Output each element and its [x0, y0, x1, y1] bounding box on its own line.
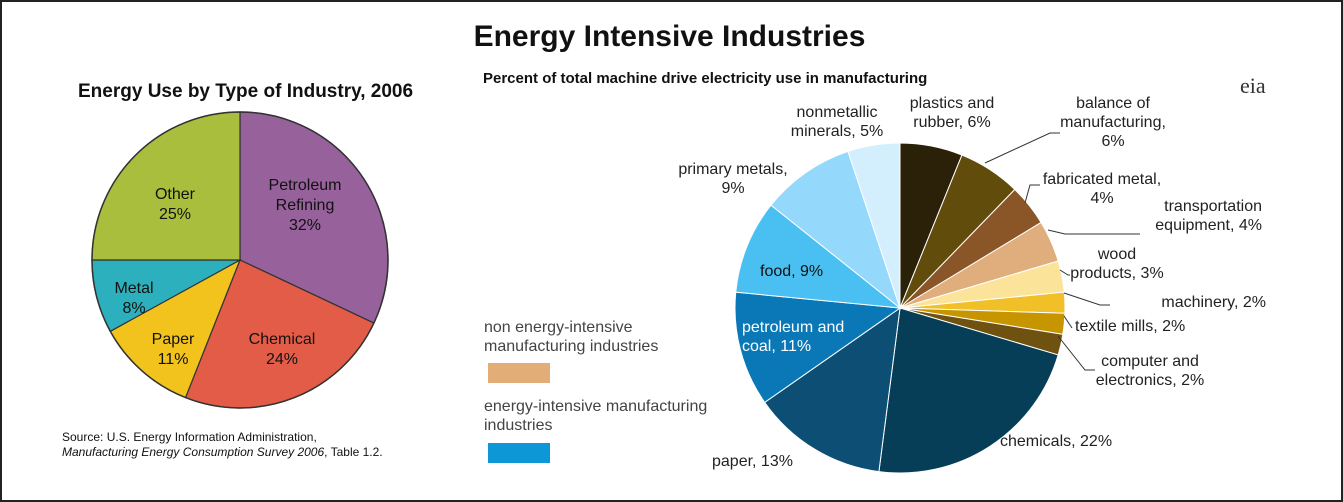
right-pie-label-food-9-0: food, 9%	[760, 263, 823, 280]
right-pie-label-fabricated-metal-4-0: fabricated metal,	[1043, 171, 1161, 188]
right-pie-label-balance-of-manufacturing-6-1: manufacturing,	[1060, 114, 1166, 131]
legend-swatch-non-energy-intensive	[488, 363, 550, 383]
right-pie-label-wood-products-3-0: wood	[1097, 246, 1136, 263]
right-pie-leader-fabricated-metal-4	[1024, 184, 1040, 204]
right-pie-leader-computer-and-electronics-2	[1057, 335, 1095, 371]
right-pie-slice-food-9	[735, 204, 902, 309]
right-pie-label-nonmetallic-minerals-5-1: minerals, 5%	[791, 123, 883, 140]
left-pie-value-metal: 8%	[122, 300, 145, 317]
right-pie-label-computer-and-electronics-2-1: electronics, 2%	[1096, 372, 1205, 389]
left-pie-outline	[91, 111, 389, 409]
source-note: Source: U.S. Energy Information Administ…	[62, 430, 442, 460]
right-pie-slice-chemicals-22	[878, 307, 1059, 474]
right-pie-label-fabricated-metal-4-1: 4%	[1090, 190, 1113, 207]
right-pie-label-machinery-2-0: machinery, 2%	[1161, 294, 1266, 311]
right-pie-label-computer-and-electronics-2-0: computer and	[1101, 353, 1199, 370]
right-pie-label-wood-products-3-1: products, 3%	[1070, 265, 1163, 282]
right-pie-label-transportation-equipment-4-0: transportation	[1164, 198, 1262, 215]
right-pie-label-primary-metals-9-0: primary metals,	[678, 161, 787, 178]
right-pie-label-petroleum-and-coal-11-1: coal, 11%	[742, 338, 811, 355]
source-prefix: Source: U.S. Energy Information Administ…	[62, 430, 317, 444]
eia-logo: eia	[1240, 73, 1266, 98]
right-pie-label-chemicals-22-0: chemicals, 22%	[1000, 433, 1112, 450]
main-title: Energy Intensive Industries	[473, 20, 866, 53]
right-pie-leader-wood-products-3	[1059, 269, 1070, 276]
source-suffix: , Table 1.2.	[324, 445, 383, 459]
right-chart-title: Percent of total machine drive electrici…	[483, 70, 928, 87]
left-pie-label-paper-0: Paper	[152, 331, 195, 348]
left-pie-label-petroleum-refining-0: Petroleum	[269, 177, 342, 194]
right-pie-label-paper-13-0: paper, 13%	[712, 453, 793, 470]
legend-swatch-energy-intensive	[488, 443, 550, 463]
right-pie-label-textile-mills-2-0: textile mills, 2%	[1075, 318, 1185, 335]
right-pie-label-transportation-equipment-4-1: equipment, 4%	[1155, 217, 1262, 234]
right-pie-leader-machinery-2	[1063, 292, 1110, 306]
left-chart-title: Energy Use by Type of Industry, 2006	[78, 81, 414, 102]
left-pie-label-chemical-0: Chemical	[249, 331, 316, 348]
left-pie-label-petroleum-refining-1: Refining	[276, 197, 335, 214]
right-pie-label-nonmetallic-minerals-5-0: nonmetallic	[797, 104, 878, 121]
right-pie-label-plastics-and-rubber-6-0: plastics and	[910, 95, 995, 112]
right-pie-label-plastics-and-rubber-6-1: rubber, 6%	[913, 114, 990, 131]
right-pie-leader-balance-of-manufacturing-6	[984, 132, 1060, 164]
left-pie-label-other-0: Other	[155, 186, 196, 203]
source-survey: Manufacturing Energy Consumption Survey …	[62, 445, 325, 459]
right-pie-slice-paper-13	[763, 306, 901, 473]
left-pie-value-petroleum-refining: 32%	[289, 217, 321, 234]
right-pie-leader-textile-mills-2	[1063, 315, 1073, 329]
legend-label-energy-intensive: energy-intensive manufacturing industrie…	[484, 398, 708, 434]
right-pie-label-primary-metals-9-1: 9%	[721, 180, 744, 197]
right-pie-label-petroleum-and-coal-11-0: petroleum and	[742, 319, 844, 336]
right-pie-slice-petroleum-and-coal-11	[734, 291, 902, 404]
right-pie-leader-transportation-equipment-4	[1047, 229, 1140, 235]
right-pie-slice-primary-metals-9	[770, 150, 902, 310]
left-pie-label-metal-0: Metal	[114, 280, 153, 297]
right-pie-label-balance-of-manufacturing-6-2: 6%	[1101, 133, 1124, 150]
left-pie-value-other: 25%	[159, 206, 191, 223]
legend-label-non-energy-intensive: non energy-intensive manufacturing indus…	[484, 319, 659, 355]
left-pie-value-chemical: 24%	[266, 351, 298, 368]
left-pie-value-paper: 11%	[158, 351, 189, 368]
right-pie-label-balance-of-manufacturing-6-0: balance of	[1076, 95, 1150, 112]
right-pie-slice-nonmetallic-minerals-5	[847, 142, 901, 309]
